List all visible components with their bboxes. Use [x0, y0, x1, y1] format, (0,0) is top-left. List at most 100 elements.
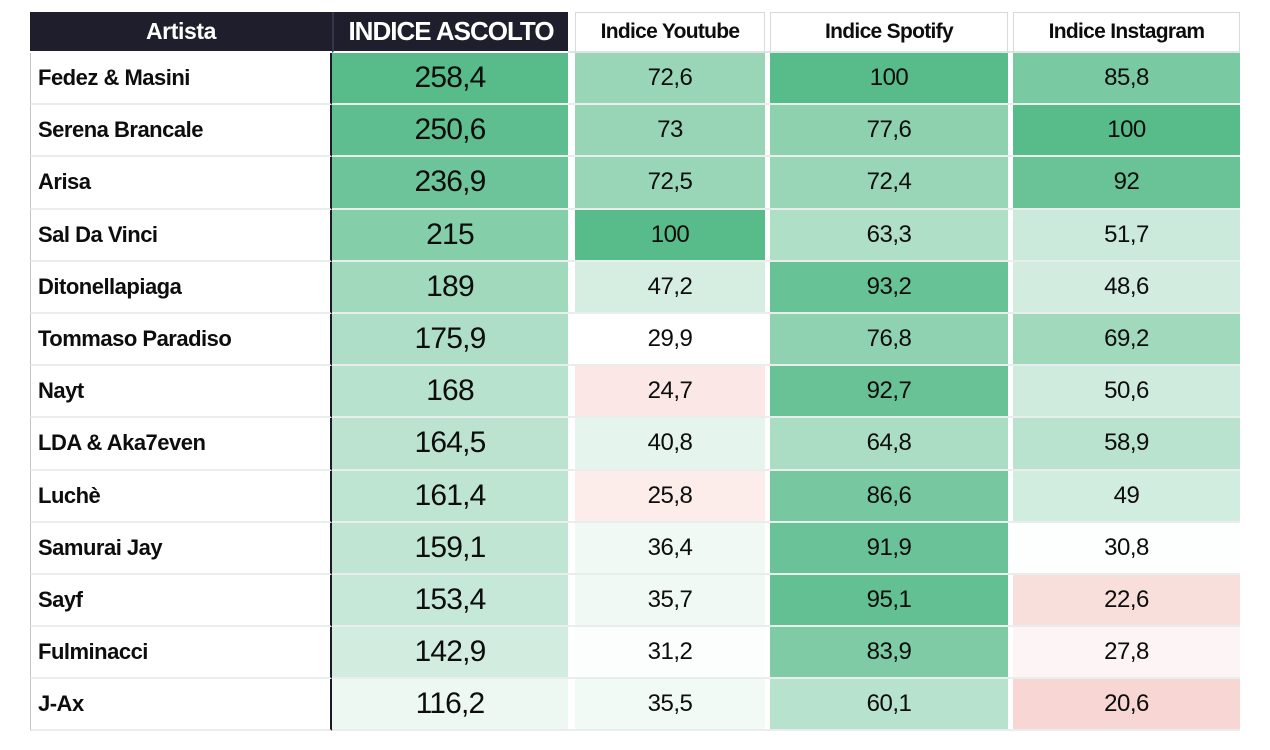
indice-ascolto-cell: 161,4 — [332, 470, 568, 523]
column-gutter — [765, 209, 770, 262]
indice-youtube-cell: 35,7 — [575, 574, 765, 628]
indice-youtube-cell: 40,8 — [575, 418, 765, 471]
column-gutter — [765, 12, 770, 53]
artist-name-cell: Ditonellapiaga — [30, 261, 332, 314]
column-gutter — [765, 53, 770, 106]
artist-name-cell: Serena Brancale — [30, 105, 332, 158]
indice-ascolto-cell: 159,1 — [332, 522, 568, 575]
artist-name-cell: Fedez & Masini — [30, 53, 332, 106]
artist-name-cell: Nayt — [30, 366, 332, 419]
indice-spotify-cell: 72,4 — [770, 157, 1008, 210]
column-gutter — [1008, 12, 1013, 53]
column-gutter — [568, 627, 575, 680]
indice-ascolto-cell: 258,4 — [332, 53, 568, 106]
column-gutter — [765, 157, 770, 210]
indice-instagram-cell: 27,8 — [1013, 627, 1240, 680]
indice-ascolto-cell: 142,9 — [332, 627, 568, 680]
column-gutter — [1008, 522, 1013, 575]
indice-youtube-cell: 29,9 — [575, 313, 765, 367]
indice-instagram-cell: 85,8 — [1013, 53, 1240, 106]
indice-spotify-cell: 60,1 — [770, 679, 1008, 732]
indice-youtube-cell: 35,5 — [575, 679, 765, 732]
indice-spotify-cell: 63,3 — [770, 209, 1008, 262]
indice-instagram-cell: 69,2 — [1013, 313, 1240, 367]
column-gutter — [1008, 209, 1013, 262]
indice-ascolto-cell: 236,9 — [332, 157, 568, 210]
column-header-indice-youtube: Indice Youtube — [575, 12, 765, 53]
column-gutter — [765, 366, 770, 419]
column-gutter — [568, 313, 575, 367]
artist-name-cell: Arisa — [30, 157, 332, 210]
artist-name-cell: Luchè — [30, 470, 332, 523]
indice-instagram-cell: 30,8 — [1013, 522, 1240, 575]
indice-youtube-cell: 73 — [575, 105, 765, 158]
column-gutter — [568, 366, 575, 419]
column-gutter — [1008, 627, 1013, 680]
indice-instagram-cell: 100 — [1013, 105, 1240, 158]
column-gutter — [765, 105, 770, 158]
indice-instagram-cell: 48,6 — [1013, 261, 1240, 314]
column-gutter — [568, 418, 575, 471]
indice-youtube-cell: 72,5 — [575, 157, 765, 210]
artist-name-cell: Sal Da Vinci — [30, 209, 332, 262]
column-header-indice-instagram: Indice Instagram — [1013, 12, 1240, 53]
column-gutter — [1008, 105, 1013, 158]
column-gutter — [1008, 53, 1013, 106]
indice-spotify-cell: 86,6 — [770, 470, 1008, 523]
indice-ascolto-cell: 153,4 — [332, 574, 568, 628]
artist-name-cell: Sayf — [30, 574, 332, 628]
column-gutter — [765, 574, 770, 628]
indice-spotify-cell: 77,6 — [770, 105, 1008, 158]
column-gutter — [765, 627, 770, 680]
indice-youtube-cell: 25,8 — [575, 470, 765, 523]
column-gutter — [1008, 470, 1013, 523]
column-gutter — [568, 470, 575, 523]
column-gutter — [765, 679, 770, 732]
column-gutter — [765, 522, 770, 575]
indice-ascolto-cell: 189 — [332, 261, 568, 314]
column-gutter — [765, 261, 770, 314]
column-header-artista: Artista — [30, 12, 332, 53]
indice-spotify-cell: 76,8 — [770, 313, 1008, 367]
column-gutter — [568, 679, 575, 732]
indice-ascolto-cell: 164,5 — [332, 418, 568, 471]
indice-spotify-cell: 91,9 — [770, 522, 1008, 575]
column-gutter — [568, 261, 575, 314]
column-gutter — [765, 470, 770, 523]
column-gutter — [1008, 157, 1013, 210]
column-gutter — [1008, 366, 1013, 419]
column-gutter — [568, 574, 575, 628]
column-gutter — [1008, 679, 1013, 732]
column-gutter — [568, 157, 575, 210]
column-header-indice-spotify: Indice Spotify — [770, 12, 1008, 53]
indice-instagram-cell: 58,9 — [1013, 418, 1240, 471]
column-gutter — [568, 522, 575, 575]
column-header-indice-ascolto: INDICE ASCOLTO — [332, 12, 568, 53]
indice-instagram-cell: 51,7 — [1013, 209, 1240, 262]
column-gutter — [568, 53, 575, 106]
indice-ascolto-cell: 116,2 — [332, 679, 568, 732]
indice-ascolto-cell: 168 — [332, 366, 568, 419]
column-gutter — [568, 105, 575, 158]
artist-name-cell: Tommaso Paradiso — [30, 313, 332, 367]
column-gutter — [1008, 261, 1013, 314]
indice-spotify-cell: 92,7 — [770, 366, 1008, 419]
column-gutter — [765, 418, 770, 471]
indice-instagram-cell: 50,6 — [1013, 366, 1240, 419]
artist-name-cell: Fulminacci — [30, 627, 332, 680]
column-gutter — [1008, 574, 1013, 628]
column-gutter — [568, 209, 575, 262]
indice-instagram-cell: 22,6 — [1013, 574, 1240, 628]
column-gutter — [568, 12, 575, 53]
indice-youtube-cell: 36,4 — [575, 522, 765, 575]
indice-instagram-cell: 49 — [1013, 470, 1240, 523]
indice-ascolto-cell: 215 — [332, 209, 568, 262]
artist-name-cell: LDA & Aka7even — [30, 418, 332, 471]
column-gutter — [765, 313, 770, 367]
indice-youtube-cell: 24,7 — [575, 366, 765, 419]
indice-spotify-cell: 95,1 — [770, 574, 1008, 628]
indice-youtube-cell: 31,2 — [575, 627, 765, 680]
indice-instagram-cell: 92 — [1013, 157, 1240, 210]
column-gutter — [1008, 313, 1013, 367]
indice-spotify-cell: 100 — [770, 53, 1008, 106]
